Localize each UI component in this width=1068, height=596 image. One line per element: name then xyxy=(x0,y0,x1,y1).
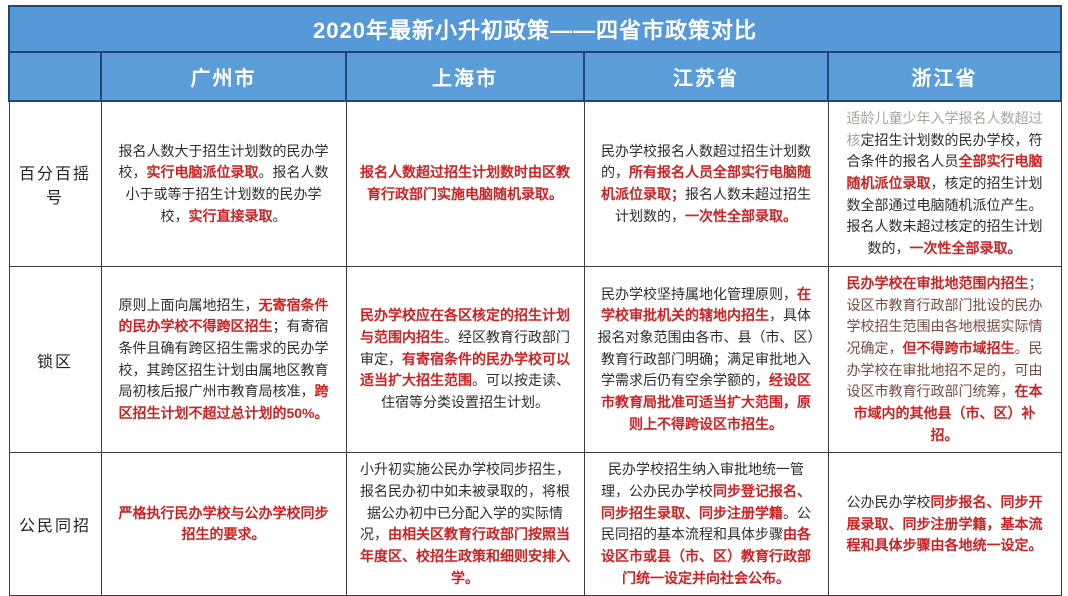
policy-cell-zhejiang: 公办民办学校同步报名、同步开展录取、同步注册学籍，基本流程和具体步骤由各地统一设… xyxy=(827,452,1062,596)
policy-text-segment: 报名人数大于招生计划数的民办学校， xyxy=(118,142,329,181)
policy-cell-zhejiang: 适龄儿童少年入学报名人数超过核定招生计划数的民办学校，符合条件的报名人员全部实行… xyxy=(827,100,1062,267)
policy-cell-shanghai: 民办学校应在各区核定的招生计划与范围内招生。经区教育行政部门审定，有寄宿条件的民… xyxy=(345,265,585,454)
title-row: 2020年最新小升初政策——四省市政策对比 xyxy=(7,5,1063,53)
policy-text-segment: 有寄宿条件的民办学校可以适当扩大招生范围 xyxy=(360,350,570,389)
policy-text-segment: 。公民同招的基本流程和具体步骤 xyxy=(601,504,811,543)
table-row: 锁区 原则上面向属地招生，无寄宿条件的民办学校不得跨区招生；有寄宿条件且确有跨区招… xyxy=(8,265,1062,454)
policy-text-segment: 。经区教育行政部门审定， xyxy=(360,329,570,367)
policy-text-segment: 实行直接录取 xyxy=(188,207,273,224)
policy-text-segment: 报名人数未超过招生计划数的， xyxy=(615,185,811,224)
policy-text-segment: ；有寄宿条件且确有跨区招生需求的民办学校，其跨区招生计划由属地区教育局初核后报广… xyxy=(118,318,329,400)
policy-text-segment: ；设区市教育行政部门批设的民办学校招生范围由各地根据实际情况确定， xyxy=(846,274,1043,356)
policy-text-segment: ，核定的招生计划数全部通过电脑随机派位产生。报名人数未超过核定的招生计划数的， xyxy=(846,175,1043,257)
policy-text-segment: 在学校审批机关的辖地内招生 xyxy=(601,285,811,324)
policy-text-segment: 无寄宿条件的民办学校不得跨区招生 xyxy=(118,296,329,335)
policy-text-segment: 小升初实施公民办学校同步招生，报名民办初中如未被录取的，将根据公办初中已分配入学… xyxy=(360,461,570,543)
column-header-row: 广州市 上海市 江苏省 浙江省 xyxy=(8,51,1063,102)
policy-cell-guangzhou: 报名人数大于招生计划数的民办学校，实行电脑派位录取。报名人数小于或等于招生计划数… xyxy=(100,100,347,267)
policy-text-segment: 民办学校应在各区核定的招生计划与范围内招生 xyxy=(360,307,570,346)
policy-cell-guangzhou: 严格执行民办学校与公办学校同步招生的要求。 xyxy=(100,452,347,596)
policy-text-segment: 民办学校坚持属地化管理原则， xyxy=(601,285,797,302)
policy-cell-guangzhou: 原则上面向属地招生，无寄宿条件的民办学校不得跨区招生；有寄宿条件且确有跨区招生需… xyxy=(100,265,347,454)
policy-text-segment: 。可以按走读、住宿等分类设置招生计划。 xyxy=(381,372,570,411)
policy-text-segment: 所有报名人员全部实行电脑随机派位录取； xyxy=(601,164,811,202)
policy-text-segment: 严格执行民办学校与公办学校同步招生的要求。 xyxy=(118,504,329,543)
table-row: 百分百摇号 报名人数大于招生计划数的民办学校，实行电脑派位录取。报名人数小于或等于… xyxy=(8,100,1062,267)
policy-text-segment: 在本市域内的其他县（市、区）补招。 xyxy=(853,383,1043,443)
row-label: 锁区 xyxy=(8,265,102,454)
policy-text-segment: 公办民办学校 xyxy=(846,493,931,510)
policy-text-segment: 实行电脑派位录取 xyxy=(146,164,259,181)
column-header-shanghai: 上海市 xyxy=(345,51,585,102)
corner-cell xyxy=(8,51,102,102)
policy-text-segment: 一次性全部录取。 xyxy=(685,207,797,224)
policy-cell-jiangsu: 民办学校报名人数超过招生计划数的，所有报名人员全部实行电脑随机派位录取；报名人数… xyxy=(583,100,829,267)
policy-text-segment: 民办学校报名人数超过招生计划数的， xyxy=(601,142,811,181)
column-header-jiangsu: 江苏省 xyxy=(583,51,829,102)
policy-cell-jiangsu: 民办学校招生纳入审批地统一管理，公办民办学校同步登记报名、同步招生录取、同步注册… xyxy=(583,452,829,596)
policy-cell-shanghai: 小升初实施公民办学校同步招生，报名民办初中如未被录取的，将根据公办初中已分配入学… xyxy=(345,452,585,596)
row-label: 公民同招 xyxy=(8,452,102,596)
policy-comparison-table: 2020年最新小升初政策——四省市政策对比 广州市 上海市 江苏省 浙江省 百分… xyxy=(7,5,1063,596)
policy-comparison-table-wrap: 2020年最新小升初政策——四省市政策对比 广州市 上海市 江苏省 浙江省 百分… xyxy=(7,5,1063,596)
table-title: 2020年最新小升初政策——四省市政策对比 xyxy=(7,5,1063,53)
policy-cell-jiangsu: 民办学校坚持属地化管理原则，在学校审批机关的辖地内招生，具体报名对象范围由各市、… xyxy=(583,265,829,454)
policy-text-segment: 经设区市教育局批准可适当扩大范围，原则上不得跨设区市招生。 xyxy=(601,372,811,432)
table-row: 公民同招 严格执行民办学校与公办学校同步招生的要求。 小升初实施公民办学校同步招生，… xyxy=(8,452,1062,596)
policy-text-segment: 但不得跨市域招生 xyxy=(902,339,1015,356)
policy-text-segment: 一次性全部录取。 xyxy=(909,240,1022,257)
policy-text-segment: 。民办学校在审批地招不足的，可由设区市教育行政部门统筹， xyxy=(846,339,1043,400)
policy-text-segment: 定招生计划数的民办学校，符合条件的报名人员 xyxy=(846,131,1043,170)
policy-text-segment: 。 xyxy=(272,207,287,224)
policy-text-segment: 由相关区教育行政部门按照当年度区、校招生政策和细则安排入学。 xyxy=(360,526,570,586)
policy-text-segment: 同步登记报名、同步招生录取、同步注册学籍 xyxy=(601,483,811,521)
column-header-guangzhou: 广州市 xyxy=(100,51,347,102)
policy-text-segment: 全部实行电脑随机派位录取 xyxy=(846,153,1043,192)
policy-text-segment: 报名人数超过招生计划数时由区教育行政部门实施电脑随机录取。 xyxy=(360,164,570,202)
policy-text-segment: 原则上面向属地招生， xyxy=(118,296,259,313)
policy-cell-shanghai: 报名人数超过招生计划数时由区教育行政部门实施电脑随机录取。 xyxy=(345,100,585,267)
policy-text-segment: ，具体报名对象范围由各市、县（市、区）教育行政部门明确；满足审批地入学需求后仍有… xyxy=(597,307,815,389)
policy-text-segment: 同步报名、同步开展录取、同步注册学籍，基本流程和具体步骤由各地统一设定。 xyxy=(846,493,1043,554)
policy-text-segment: 。报名人数小于或等于招生计划数的民办学校， xyxy=(125,164,329,224)
policy-cell-zhejiang: 民办学校在审批地范围内招生；设区市教育行政部门批设的民办学校招生范围由各地根据实… xyxy=(827,265,1062,454)
policy-text-segment: 适龄儿童少年入学报名人数超过核 xyxy=(846,110,1043,148)
policy-text-segment: 民办学校招生纳入审批地统一管理，公办民办学校 xyxy=(601,461,804,499)
column-header-zhejiang: 浙江省 xyxy=(826,51,1063,102)
policy-text-segment: 民办学校在审批地范围内招生 xyxy=(846,274,1029,291)
row-label: 百分百摇号 xyxy=(8,100,102,267)
policy-text-segment: 跨区招生计划不超过总计划的50%。 xyxy=(118,383,329,421)
